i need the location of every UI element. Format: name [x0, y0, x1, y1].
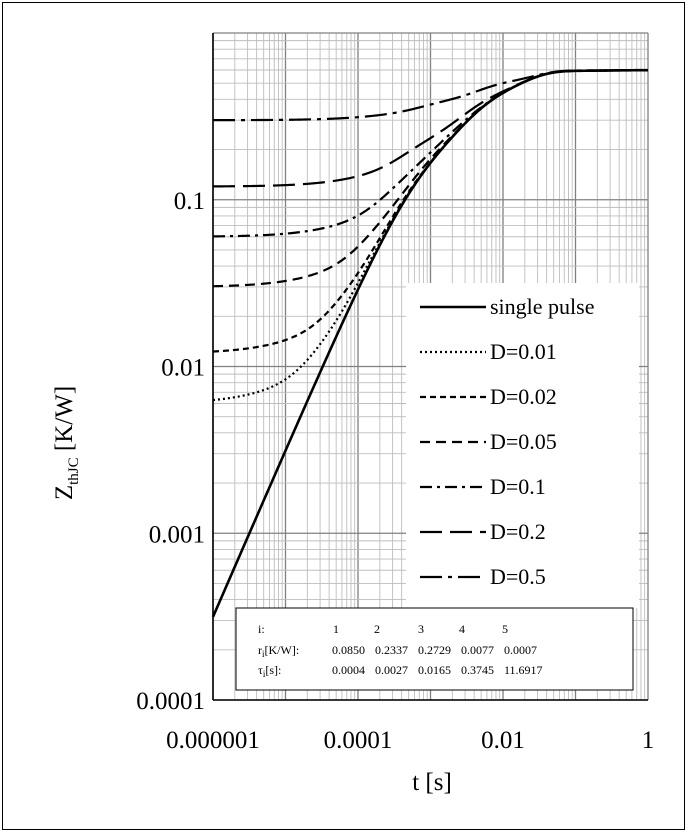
table-index-cell: 3 — [418, 622, 424, 636]
legend-label: D=0.02 — [490, 384, 557, 409]
table-r-value: 0.0850 — [332, 643, 365, 657]
legend-label: D=0.1 — [490, 474, 546, 499]
table-row-header: τi[s]: — [258, 663, 281, 679]
y-tick-label: 0.01 — [161, 355, 205, 382]
legend-label: D=0.01 — [490, 339, 557, 364]
y-axis-label: ZthJC [K/W] — [51, 386, 82, 500]
table-tau-value: 0.0004 — [332, 663, 365, 677]
series-line — [212, 69, 649, 288]
y-tick-label: 0.1 — [174, 188, 205, 215]
x-axis-label: t [s] — [412, 769, 452, 796]
series-curves — [211, 68, 649, 618]
table-index-cell: 5 — [502, 622, 508, 636]
y-tick-label: 0.001 — [149, 521, 205, 548]
table-r-value: 0.2729 — [418, 643, 451, 657]
table-index-cell: 2 — [374, 622, 380, 636]
table-r-value: 0.0007 — [504, 643, 537, 657]
table-tau-value: 0.3745 — [461, 663, 494, 677]
axes — [212, 33, 648, 701]
table-tau-value: 11.6917 — [504, 663, 543, 677]
x-tick-label: 0.000001 — [166, 727, 260, 754]
table-box — [235, 607, 634, 691]
legend-label: D=0.05 — [490, 429, 557, 454]
legend-label: D=0.2 — [490, 519, 546, 544]
series-line — [212, 69, 649, 188]
table-tau-value: 0.0165 — [418, 663, 451, 677]
table-r-value: 0.2337 — [375, 643, 408, 657]
y-tick-label: 0.0001 — [136, 688, 205, 715]
legend-label: D=0.5 — [490, 564, 546, 589]
tick-labels: 0.000001 0.0001 0.01 1 0.0001 0.001 0.01 0.1 — [136, 188, 654, 754]
table-row-header: ri[K/W]: — [258, 643, 299, 659]
x-tick-label: 1 — [642, 727, 655, 754]
thermal-parameter-table: i: ri[K/W]: τi[s]: 1 2 3 4 5 0.0850 0.2337 0.2729 0… — [235, 607, 634, 691]
x-tick-label: 0.0001 — [324, 727, 393, 754]
table-index-cell: 1 — [333, 622, 339, 636]
legend-box — [406, 283, 639, 608]
legend: single pulse D=0.01 D=0.02 D=0.05 D=0.1 D=0.2… — [406, 283, 639, 608]
series-line — [213, 68, 649, 122]
x-tick-label: 0.01 — [481, 727, 525, 754]
table-r-value: 0.0077 — [461, 643, 494, 657]
table-index-cell: 4 — [459, 622, 465, 636]
legend-label: single pulse — [490, 294, 595, 319]
table-tau-value: 0.0027 — [375, 663, 408, 677]
table-row-header: i: — [258, 622, 265, 636]
series-line — [212, 69, 649, 238]
